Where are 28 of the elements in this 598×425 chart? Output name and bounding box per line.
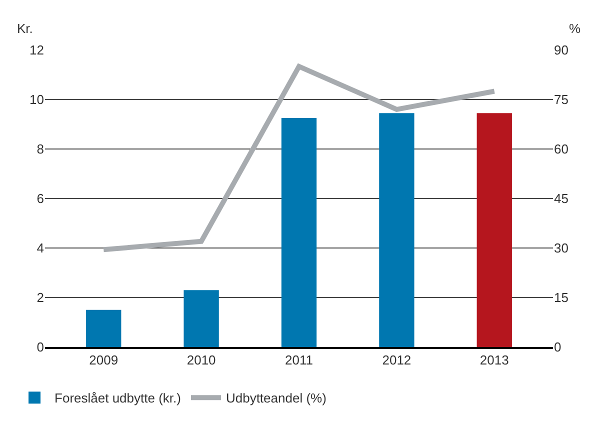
y2-tick-label: 75 <box>554 92 568 108</box>
x-tick-label: 2011 <box>285 352 313 368</box>
y-tick-label: 4 <box>36 240 44 256</box>
y2-tick-label: 90 <box>554 42 568 58</box>
y-axis-title: Kr. <box>17 21 33 36</box>
x-tick-label: 2012 <box>382 352 412 368</box>
x-tick-label: 2009 <box>89 352 118 368</box>
y2-axis-title: % <box>569 21 581 36</box>
y2-tick-label: 0 <box>554 340 562 355</box>
bar <box>86 310 122 347</box>
bar <box>184 290 219 347</box>
x-tick-label: 2010 <box>186 352 216 368</box>
y2-tick-label: 45 <box>554 191 568 206</box>
y-tick-label: 10 <box>30 92 44 108</box>
y2-tick-label: 30 <box>554 240 568 256</box>
y2-tick-label: 15 <box>554 290 568 306</box>
x-tick-label: 2013 <box>480 352 509 368</box>
y-tick-label: 0 <box>36 340 44 355</box>
y-tick-label: 6 <box>36 191 44 206</box>
legend-label: Foreslået udbytte (kr.) <box>54 390 181 406</box>
bar <box>476 113 512 347</box>
legend-label: Udbytteandel (%) <box>226 390 326 406</box>
y2-tick-label: 60 <box>554 142 568 157</box>
bar <box>281 118 317 347</box>
y-tick-label: 12 <box>30 42 44 58</box>
y-tick-label: 8 <box>36 142 44 157</box>
y-tick-label: 2 <box>36 290 44 306</box>
bar <box>379 113 414 347</box>
